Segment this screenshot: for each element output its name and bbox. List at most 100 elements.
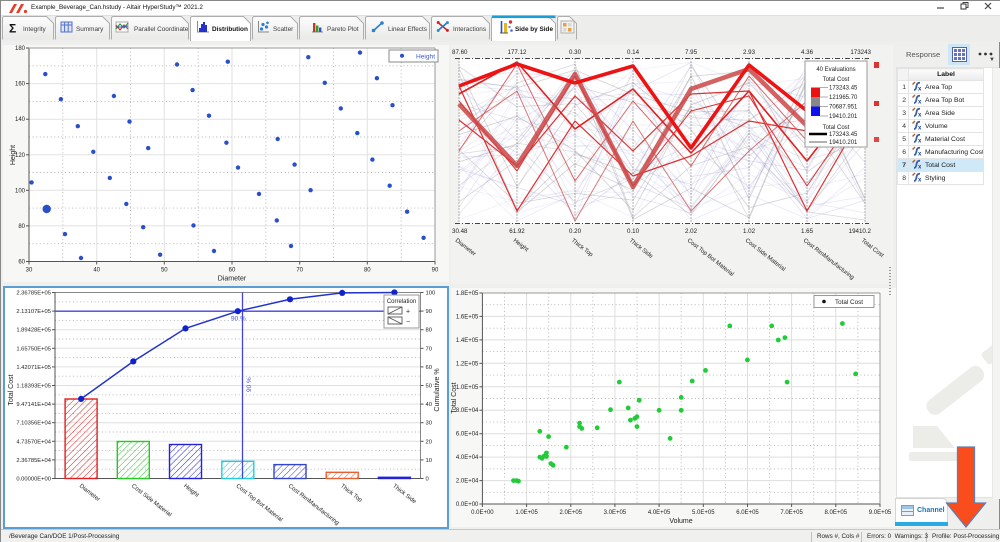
svg-text:177.12: 177.12: [508, 49, 527, 56]
svg-text:4.0E+05: 4.0E+05: [648, 510, 671, 516]
svg-text:4.0E+04: 4.0E+04: [456, 455, 479, 461]
svg-text:60: 60: [229, 268, 236, 274]
svg-text:0.30: 0.30: [569, 49, 582, 56]
svg-text:80: 80: [18, 224, 25, 230]
svg-text:4.36: 4.36: [801, 49, 814, 56]
svg-text:4.73570E+04: 4.73570E+04: [16, 439, 51, 445]
svg-text:173243.45: 173243.45: [829, 86, 858, 92]
svg-text:5.0E+05: 5.0E+05: [692, 510, 715, 516]
svg-text:1.0E+05: 1.0E+05: [456, 385, 479, 391]
svg-text:19410.201: 19410.201: [829, 140, 858, 146]
svg-text:60: 60: [18, 260, 25, 266]
svg-text:Diameter: Diameter: [218, 276, 247, 283]
svg-text:60: 60: [426, 365, 432, 371]
svg-text:1.2E+05: 1.2E+05: [456, 361, 479, 367]
svg-text:7.95: 7.95: [685, 49, 698, 56]
svg-text:100: 100: [15, 188, 26, 194]
svg-text:30: 30: [426, 421, 432, 427]
svg-text:1.42071E+05: 1.42071E+05: [16, 365, 51, 371]
svg-text:Total Cost: Total Cost: [823, 77, 850, 83]
svg-text:80: 80: [426, 328, 432, 334]
svg-text:0.14: 0.14: [627, 49, 640, 56]
svg-text:Cost RimManufacturing: Cost RimManufacturing: [287, 483, 340, 526]
svg-text:−: −: [406, 319, 410, 326]
svg-text:8.0E+04: 8.0E+04: [456, 408, 479, 414]
svg-text:Thick Top: Thick Top: [339, 483, 363, 504]
svg-text:x: x: [918, 87, 922, 92]
svg-text:30: 30: [26, 268, 33, 274]
svg-text:x: x: [918, 100, 922, 105]
svg-text:1.65: 1.65: [801, 228, 814, 235]
svg-text:Height: Height: [416, 53, 435, 60]
svg-text:2.93: 2.93: [743, 49, 756, 56]
svg-text:0.0E+00: 0.0E+00: [456, 502, 479, 508]
svg-text:Height: Height: [10, 145, 17, 165]
svg-text:50: 50: [161, 268, 168, 274]
svg-text:Cost Top Bot Material: Cost Top Bot Material: [686, 238, 735, 278]
svg-text:Total Cost: Total Cost: [8, 374, 15, 405]
svg-text:2.02: 2.02: [685, 228, 698, 235]
svg-text:160: 160: [15, 82, 26, 88]
svg-text:100: 100: [426, 291, 436, 297]
svg-text:173243: 173243: [850, 49, 871, 56]
svg-text:1.65750E+05: 1.65750E+05: [16, 346, 51, 352]
svg-text:180: 180: [15, 46, 26, 52]
svg-text:Thick Side: Thick Side: [391, 483, 417, 505]
svg-text:Cost RimManufacturing: Cost RimManufacturing: [802, 238, 855, 281]
svg-text:6.0E+05: 6.0E+05: [736, 510, 759, 516]
svg-text:Cost Side Material: Cost Side Material: [130, 483, 172, 518]
svg-text:9.0E+05: 9.0E+05: [869, 510, 892, 516]
svg-text:Cost Side Material: Cost Side Material: [744, 238, 786, 273]
svg-text:19410.2: 19410.2: [849, 228, 872, 235]
svg-text:x: x: [918, 165, 922, 170]
svg-text:1.6E+05: 1.6E+05: [456, 314, 479, 320]
svg-text:Total Cost: Total Cost: [823, 125, 850, 131]
svg-text:90: 90: [426, 309, 432, 315]
svg-text:Parallel Coordinate: Parallel Coordinate: [134, 26, 189, 33]
svg-text:Σ: Σ: [9, 22, 16, 36]
svg-text:Summary: Summary: [76, 26, 104, 33]
svg-text:10: 10: [426, 458, 432, 464]
svg-text:Height: Height: [182, 483, 200, 499]
svg-text:9.47141E+04: 9.47141E+04: [16, 402, 51, 408]
svg-text:7.0E+05: 7.0E+05: [780, 510, 803, 516]
svg-text:Interactions: Interactions: [453, 26, 486, 33]
svg-text:2.36785E+04: 2.36785E+04: [16, 458, 51, 464]
svg-text:70687.951: 70687.951: [829, 105, 858, 111]
svg-text:120: 120: [15, 153, 26, 159]
svg-text:Linear Effects: Linear Effects: [388, 26, 427, 33]
svg-text:173243.45: 173243.45: [829, 132, 858, 138]
svg-text:19410.201: 19410.201: [829, 114, 858, 120]
svg-text:Integrity: Integrity: [23, 26, 47, 33]
svg-text:0.10: 0.10: [627, 228, 640, 235]
svg-text:40 Evaluations: 40 Evaluations: [816, 67, 855, 73]
svg-text:80: 80: [364, 268, 371, 274]
svg-text:121965.70: 121965.70: [829, 95, 858, 101]
svg-text:Diameter: Diameter: [454, 238, 477, 258]
svg-text:x: x: [918, 126, 922, 131]
svg-text:Thick Top: Thick Top: [570, 238, 594, 259]
svg-text:Cost Top Bot Material: Cost Top Bot Material: [235, 483, 284, 523]
svg-text:1.18393E+05: 1.18393E+05: [16, 384, 51, 390]
svg-text:40: 40: [93, 268, 100, 274]
svg-text:Distribution: Distribution: [212, 26, 248, 33]
svg-text:Correlation: Correlation: [387, 299, 416, 305]
svg-text:2.13107E+05: 2.13107E+05: [16, 309, 51, 315]
svg-text:1.4E+05: 1.4E+05: [456, 338, 479, 344]
svg-text:20: 20: [426, 439, 432, 445]
svg-text:3.0E+05: 3.0E+05: [604, 510, 627, 516]
svg-text:70: 70: [296, 268, 303, 274]
svg-text:1.0E+05: 1.0E+05: [515, 510, 538, 516]
svg-text:2.0E+04: 2.0E+04: [456, 479, 479, 485]
svg-text:Height: Height: [512, 238, 530, 254]
svg-text:140: 140: [15, 117, 26, 123]
svg-text:Side by Side: Side by Side: [515, 26, 553, 33]
svg-text:0.00000E+00: 0.00000E+00: [16, 477, 51, 483]
svg-text:x: x: [918, 152, 922, 157]
svg-text:87.60: 87.60: [452, 49, 468, 56]
svg-text:Pareto Plot: Pareto Plot: [327, 26, 359, 33]
svg-text:90 %: 90 %: [231, 316, 246, 323]
svg-text:0.20: 0.20: [569, 228, 582, 235]
svg-text:Total Cost: Total Cost: [451, 382, 458, 413]
svg-text:Volume: Volume: [669, 518, 692, 525]
